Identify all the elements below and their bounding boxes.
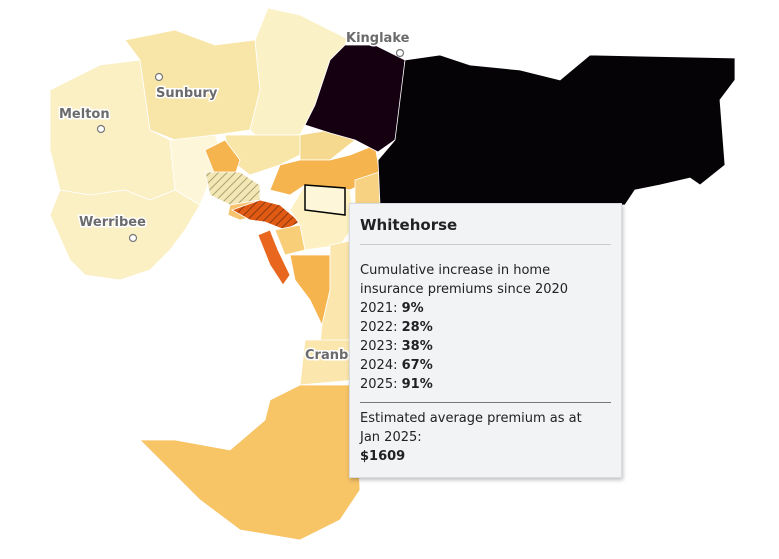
separator [360,402,611,403]
tooltip-row: 2025: 91% [360,375,611,394]
row-value: 38% [401,339,433,354]
row-year: 2025: [360,377,398,392]
tooltip-description: Cumulative increase in home insurance pr… [360,263,569,297]
place-dot [395,48,405,58]
tooltip-row: 2022: 28% [360,318,611,337]
tooltip-rows: 2021: 9% 2022: 28% 2023: 38% 2024: 67% 2025:… [360,299,611,394]
tooltip: Whitehorse Cumulative increase in home i… [349,203,622,478]
tooltip-row: 2024: 67% [360,356,611,375]
row-value: 91% [401,377,433,392]
place-dot [96,124,106,134]
tooltip-row: 2023: 38% [360,337,611,356]
place-label: Sunbury [156,86,218,101]
place-dot [128,233,138,243]
regions [49,7,736,541]
row-value: 28% [401,320,433,335]
place-label: Werribee [79,215,146,230]
place-label: Kinglake [346,31,410,46]
row-year: 2024: [360,358,398,373]
row-value: 9% [401,301,424,316]
row-value: 67% [401,358,433,373]
place-dot [154,72,164,82]
tooltip-row: 2021: 9% [360,299,611,318]
premium-label: Estimated average premium as at Jan 2025… [360,411,582,445]
row-year: 2023: [360,339,398,354]
premium-value: $1609 [360,449,406,464]
place-label: Melton [59,107,110,122]
place-markers [96,48,405,243]
tooltip-title: Whitehorse [360,216,611,245]
row-year: 2021: [360,301,398,316]
row-year: 2022: [360,320,398,335]
